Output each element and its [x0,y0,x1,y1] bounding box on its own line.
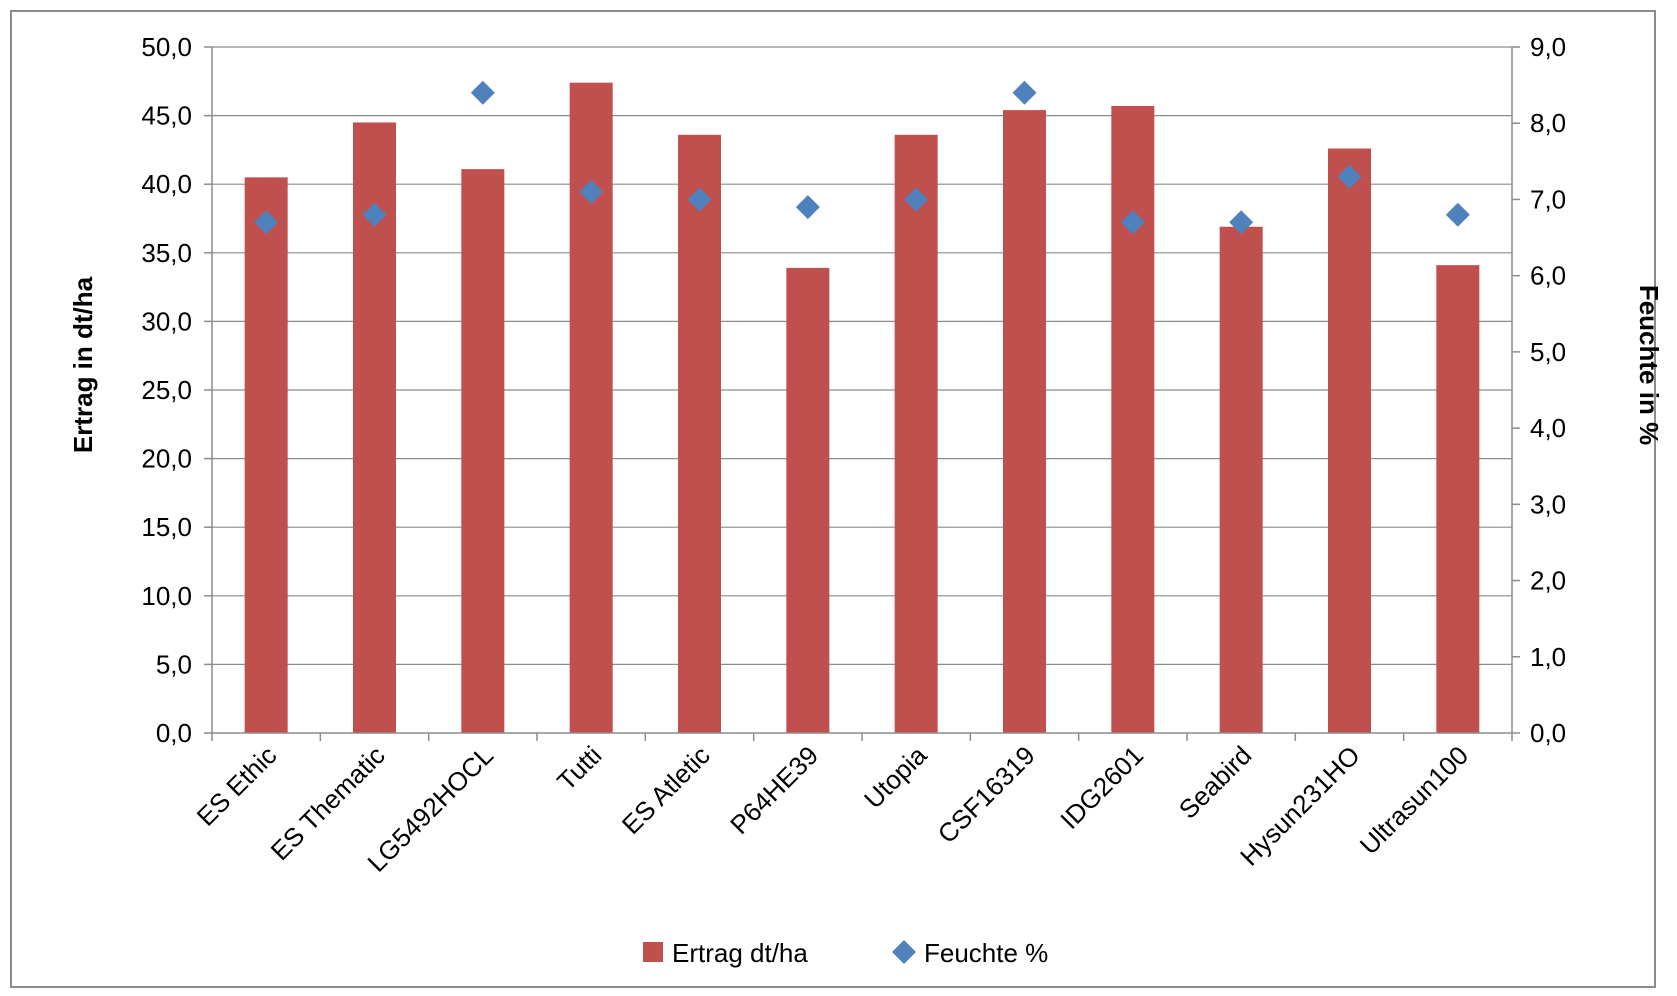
marker-feuchte [1229,210,1254,235]
y-left-tick-label: 10,0 [141,581,192,611]
marker-feuchte [1337,164,1362,189]
y-right-tick-label: 6,0 [1530,261,1566,291]
marker-feuchte [1445,202,1470,227]
y-left-tick-label: 20,0 [141,444,192,474]
legend-swatch-feuchte [892,940,916,964]
y-left-tick-label: 35,0 [141,238,192,268]
x-category-label: IDG2601 [1054,740,1149,835]
bar-ertrag [1003,110,1046,733]
legend-label-feuchte: Feuchte % [924,938,1048,968]
bar-ertrag [1328,148,1371,733]
bars-ertrag [244,82,1480,734]
bar-ertrag [1219,226,1263,733]
x-category-label: Utopia [858,740,933,815]
y-right-tick-label: 9,0 [1530,32,1566,62]
marker-feuchte [795,195,820,220]
y-left-tick-label: 15,0 [141,512,192,542]
bar-ertrag [244,177,288,734]
y-right-tick-label: 8,0 [1530,108,1566,138]
y-right-tick-label: 0,0 [1530,718,1566,748]
x-category-label: Seabird [1173,740,1258,825]
marker-feuchte [254,210,279,235]
y-right-tick-label: 1,0 [1530,642,1566,672]
y-axis-left-title: Ertrag in dt/ha [68,276,98,453]
y-left-tick-label: 25,0 [141,375,192,405]
bar-ertrag [678,134,721,734]
bar-ertrag [786,267,830,733]
x-category-label: Ultrasun100 [1354,740,1474,860]
marker-feuchte [579,179,604,204]
marker-feuchte [1012,80,1037,105]
y-left-tick-label: 50,0 [141,32,192,62]
y-axis-right-title: Feuchte in % [1634,285,1664,445]
legend-swatch-ertrag [643,942,663,962]
y-right-tick-label: 4,0 [1530,413,1566,443]
axes [204,46,1520,741]
marker-feuchte [687,187,712,212]
y-left-tick-label: 40,0 [141,169,192,199]
bar-ertrag [1436,265,1480,733]
y-right-tick-label: 2,0 [1530,566,1566,596]
y-axis-left-ticks: 0,0 5,0 10,0 15,0 20,0 25,0 30,0 35,0 40,0 45,0 50… [141,32,192,748]
bar-ertrag [894,134,938,734]
y-left-tick-label: 30,0 [141,306,192,336]
y-right-tick-label: 7,0 [1530,184,1566,214]
x-category-label: ES Ethic [191,740,283,832]
markers-feuchte [254,80,1470,235]
x-category-label: ES Atletic [616,740,716,840]
x-category-label: Tutti [551,740,607,796]
marker-feuchte [470,80,495,105]
marker-feuchte [904,187,929,212]
bar-ertrag [461,169,505,733]
y-right-tick-label: 3,0 [1530,489,1566,519]
x-category-label: P64HE39 [724,740,824,840]
y-left-tick-label: 0,0 [156,718,192,748]
legend: Ertrag dt/ha Feuchte % [643,938,1048,968]
y-left-tick-label: 5,0 [156,649,192,679]
gridlines [212,46,1512,666]
bar-ertrag [1111,105,1155,734]
marker-feuchte [1120,210,1145,235]
marker-feuchte [362,202,387,227]
x-category-label: CSF16319 [932,740,1041,849]
y-right-tick-label: 5,0 [1530,337,1566,367]
y-left-tick-label: 45,0 [141,101,192,131]
legend-label-ertrag: Ertrag dt/ha [672,938,808,968]
y-axis-right-ticks: 0,0 1,0 2,0 3,0 4,0 5,0 6,0 7,0 8,0 9,0 [1530,32,1566,748]
